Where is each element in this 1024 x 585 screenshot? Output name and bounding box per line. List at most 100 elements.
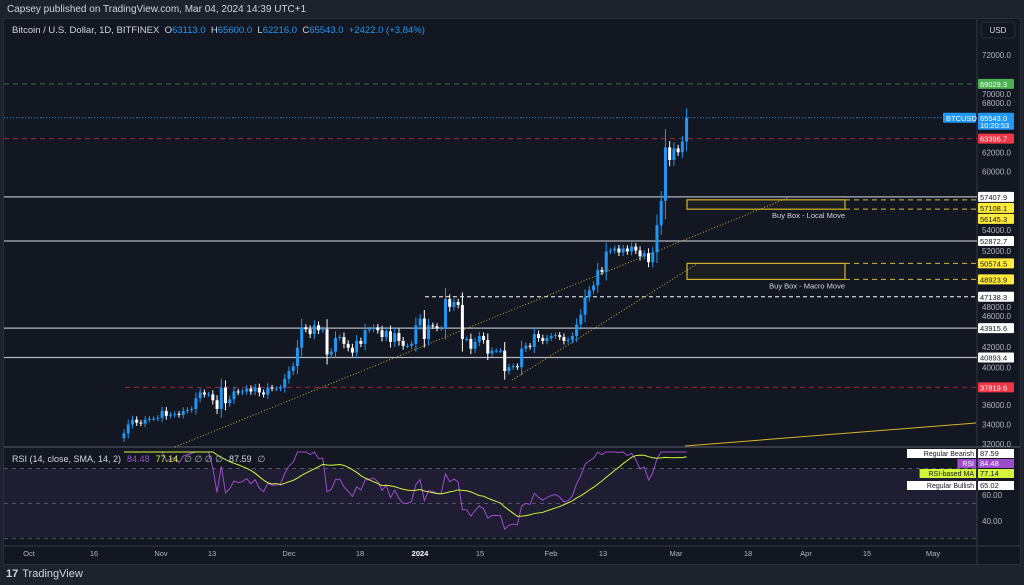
price-label: 56145.3	[980, 215, 1007, 224]
close-value: 65543.0	[309, 25, 344, 36]
price-tick: 62000.0	[982, 148, 1011, 157]
candle-body	[300, 327, 304, 348]
rsi-value-bg	[978, 449, 1014, 458]
candle-body	[490, 350, 494, 354]
candle-body	[270, 387, 274, 389]
candle-body	[160, 410, 164, 418]
price-label: 57407.9	[980, 193, 1007, 202]
candle-body	[422, 318, 426, 339]
tradingview-logo[interactable]: 17 TradingView	[6, 568, 83, 580]
currency-button	[980, 21, 1016, 39]
candle-body	[152, 418, 156, 420]
candle-body	[452, 302, 456, 307]
rsi-legend-bearish: 87.59	[229, 454, 252, 464]
price-tick: 40000.0	[982, 364, 1011, 373]
candle-body	[342, 337, 346, 344]
candle-body	[647, 253, 651, 263]
candle-body	[659, 200, 663, 226]
chart-frame[interactable]	[3, 18, 1021, 565]
candle-body	[384, 331, 388, 338]
candle-body	[363, 330, 367, 344]
candle-body	[376, 327, 380, 331]
symbol-tag: BTCUSD	[946, 114, 977, 123]
candle-body	[469, 338, 473, 349]
rsi-value: 84.48	[980, 459, 999, 468]
candle-body	[388, 331, 392, 342]
price-tick: 46000.0	[982, 312, 1011, 321]
price-label: 37819.6	[980, 383, 1007, 392]
countdown-label: 10:20:53	[980, 121, 1009, 130]
time-tick: Feb	[545, 549, 558, 558]
candle-body	[401, 340, 405, 346]
candle-body	[329, 351, 333, 355]
candle-body	[279, 387, 283, 389]
price-label-bg	[978, 352, 1014, 363]
price-label-bg	[978, 133, 1014, 144]
rsi-tick: 40.00	[982, 517, 1003, 526]
high-label: H	[210, 25, 218, 36]
rsi-value: 77.14	[980, 469, 999, 478]
candle-body	[139, 422, 143, 424]
candle-body	[486, 339, 490, 354]
price-label: 65543.0	[980, 114, 1007, 123]
candle-body	[507, 367, 511, 372]
time-tick: 13	[208, 549, 216, 558]
time-tick: Nov	[154, 549, 168, 558]
candle-body	[608, 250, 612, 252]
candle-body	[198, 392, 202, 399]
candle-body	[346, 343, 350, 348]
candle-body	[604, 251, 608, 272]
rsi-legend-label: RSI (14, close, SMA, 14, 2)	[12, 454, 121, 464]
rsi-label-name: RSI	[962, 461, 974, 468]
price-tick: 32000.0	[982, 440, 1011, 449]
time-tick: 18	[356, 549, 364, 558]
candle-body	[266, 387, 270, 395]
rsi-label-name: Regular Bullish	[927, 483, 974, 490]
candle-body	[685, 117, 689, 142]
candle-body	[211, 394, 215, 401]
footer-brand: TradingView	[22, 568, 83, 580]
candle-body	[592, 285, 596, 291]
time-tick: Oct	[23, 549, 36, 558]
candle-body	[570, 336, 574, 340]
candle-body	[405, 345, 409, 347]
currency-label: USD	[990, 26, 1007, 35]
open-value: 63113.0	[171, 25, 206, 36]
candle-body	[655, 225, 659, 253]
price-label: 52872.7	[980, 237, 1007, 246]
rsi-value-bg	[978, 481, 1014, 490]
candle-body	[312, 325, 316, 335]
time-tick: Dec	[282, 549, 296, 558]
candle-body	[439, 328, 443, 330]
trendline	[684, 422, 977, 447]
candle-body	[672, 148, 676, 161]
candle-body	[562, 337, 566, 341]
price-label: 69029.3	[980, 80, 1007, 89]
price-tick: 70000.0	[982, 90, 1011, 99]
candle-body	[245, 388, 249, 392]
candle-body	[321, 329, 325, 331]
candle-body	[431, 325, 435, 327]
candle-body	[638, 250, 642, 257]
tv-logo-icon: 17	[6, 568, 19, 580]
candle-body	[553, 335, 557, 337]
rsi-legend-na2: ∅	[258, 454, 266, 464]
price-label-bg	[978, 236, 1014, 247]
candle-body	[359, 340, 363, 344]
candle-body	[482, 336, 486, 340]
rsi-label-bg	[919, 469, 976, 478]
symbol-title: Bitcoin / U.S. Dollar, 1D, BITFINEX	[12, 25, 160, 36]
candle-body	[393, 333, 397, 342]
candle-body	[181, 410, 185, 415]
price-label-bg	[978, 112, 1014, 130]
buy-box	[686, 262, 846, 281]
candle-body	[668, 147, 672, 161]
candle-body	[287, 371, 291, 379]
candle-body	[680, 141, 684, 153]
candle-body	[325, 329, 329, 355]
rsi-legend-na: ∅ ∅ ∅ ∅	[184, 454, 223, 464]
candle-body	[169, 414, 173, 416]
candle-body	[524, 345, 528, 349]
open-label: O	[164, 25, 172, 36]
